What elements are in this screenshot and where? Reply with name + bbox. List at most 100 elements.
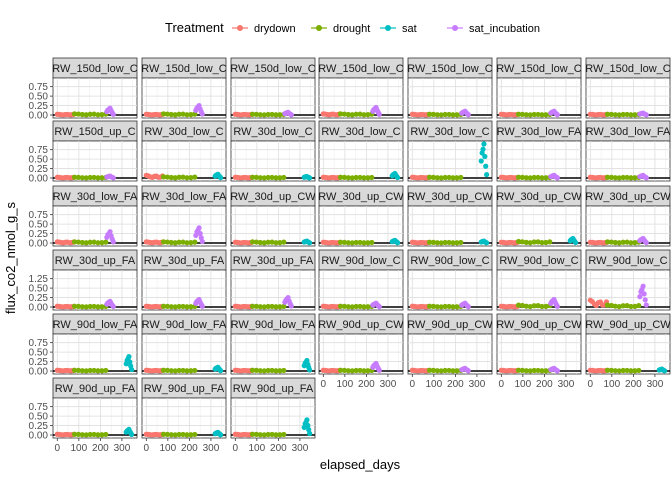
data-point-sat [484,240,490,246]
data-point-drought [620,239,626,245]
data-point-drought [345,368,351,374]
data-point-drought [176,111,182,117]
data-point-drought [543,368,549,374]
facet-strip-label: RW_90d_up_FA [233,383,314,395]
data-point-drought [75,239,82,245]
data-point-drought [438,240,444,246]
data-point-drought [345,111,351,118]
data-point-sat_incubation [376,367,382,373]
panel-background [230,269,316,311]
facet-panel: RW_90d_low_FA [141,313,227,375]
panel-background [585,140,671,182]
data-point-drought [75,367,82,373]
panel-background [318,333,404,375]
data-point-drought [539,303,545,310]
facet-panel: RW_150d_low_C [318,57,404,119]
data-point-drought [515,238,522,245]
data-point-drought [531,239,537,245]
facet-strip-label: RW_150d_low_C [496,63,581,75]
data-point-drought [164,303,171,309]
data-point-drought [345,240,351,246]
facet-panels: RW_150d_low_C0.000.250.500.75RW_150d_low… [29,57,671,454]
data-point-drought [277,240,283,246]
data-point-drought [277,112,283,118]
data-point-drought [632,240,638,246]
data-point-drought [632,303,638,310]
data-point-drought [281,303,287,310]
data-point-sat_incubation [107,229,113,235]
data-point-drought [446,303,452,310]
data-point-drought [273,432,279,438]
data-point-drought [176,367,182,374]
facet-panel: RW_90d_low_FA 0.000.250.500.75 [29,313,138,378]
data-point-drought [192,174,198,180]
data-point-drought [616,112,622,118]
data-point-drought [531,367,537,374]
data-point-sat [307,240,313,246]
panel-background [318,140,404,182]
data-point-drought [168,304,174,310]
data-point-drought [446,239,452,246]
data-point-drought [168,174,174,181]
panel-background [496,77,582,119]
data-point-drought [184,304,190,310]
y-tick-label: 0.50 [29,220,49,231]
data-point-drought [261,175,267,181]
y-tick-label: 0.50 [29,92,49,103]
data-point-drought [450,304,456,310]
data-point-drought [608,239,615,245]
data-point-drought [531,303,537,309]
legend-title: Treatment [165,20,224,35]
data-point-sat_incubation [642,297,648,303]
data-point-sat [129,431,135,438]
data-point-drought [543,239,549,246]
data-point-drought [454,112,460,118]
data-point-drought [99,304,105,310]
data-point-drought [188,112,194,118]
facet-strip-label: RW_30d_low_C [144,126,223,138]
panel-background [496,333,582,375]
data-point-drought [430,239,437,245]
data-point-drought [160,111,167,117]
facet-strip-label: RW_90d_up_CW [407,319,493,331]
data-point-drought [249,111,256,117]
data-point-drought [337,303,344,309]
data-point-drought [535,367,541,374]
data-point-drought [608,174,615,180]
x-tick-label: 200 [92,443,109,454]
facet-panel: RW_30d_up_FA 0.000.250.501.25 [29,249,138,314]
data-point-sat_incubation [554,175,560,181]
y-tick-label: 1.25 [29,274,49,285]
facet-panel: RW_150d_low_C [407,57,493,119]
data-point-drought [608,367,615,373]
data-point-drought [523,175,529,181]
data-point-drought [515,174,522,180]
data-point-drought [79,304,85,310]
data-point-drought [543,175,549,181]
data-point-drought [273,112,279,118]
data-point-drought [95,175,101,181]
data-point-sat_incubation [465,368,471,374]
facet-strip-label: RW_90d_up_CW [318,319,404,331]
y-tick-label: 0.25 [29,357,49,368]
data-point-drought [434,175,440,181]
facet-panel: RW_30d_low_C [318,120,404,182]
data-point-drought [539,112,545,118]
facet-panel: RW_90d_up_CW 0 100 200 300 [585,313,671,390]
data-point-drought [75,303,82,309]
y-tick-label: 0.00 [29,303,49,314]
data-point-drought [357,303,363,310]
data-point-drought [535,111,541,118]
data-point-drought [604,367,611,373]
facet-panel: RW_30d_low_FA [496,120,582,182]
data-point-sat_incubation [199,303,205,309]
data-point-drought [628,368,634,374]
data-point-drought [620,111,626,118]
x-tick-label: 200 [181,443,198,454]
data-point-drought [353,111,359,117]
panel-background [52,140,138,182]
data-point-drought [257,368,263,374]
data-point-sat_incubation [554,368,560,374]
data-point-drought [430,367,437,373]
data-point-drought [269,303,275,310]
